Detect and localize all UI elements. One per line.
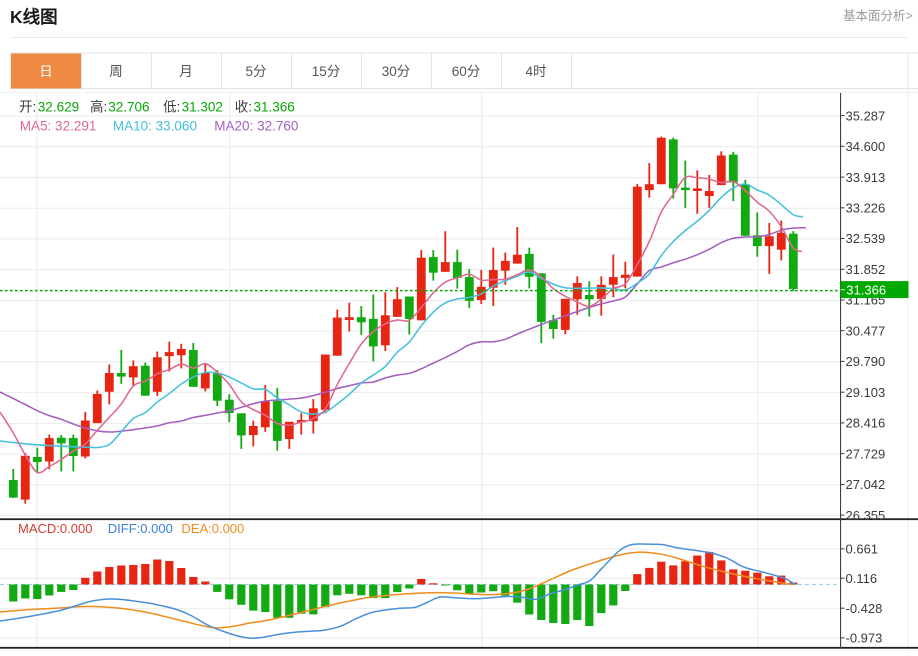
svg-text:31.302: 31.302 [182, 100, 223, 115]
svg-text:基本面分析>: 基本面分析> [843, 9, 913, 23]
svg-text:DEA:0.000: DEA:0.000 [181, 521, 244, 536]
svg-text:日: 日 [39, 64, 53, 79]
svg-text:31.366: 31.366 [254, 100, 295, 115]
svg-text:MA5: 32.291: MA5: 32.291 [20, 119, 97, 134]
svg-text:4时: 4时 [525, 64, 546, 79]
svg-text:收:: 收: [235, 100, 252, 115]
svg-text:5分: 5分 [245, 64, 266, 79]
svg-text:MA10: 33.060: MA10: 33.060 [113, 119, 197, 134]
svg-text:0.116: 0.116 [846, 571, 878, 586]
svg-text:K线图: K线图 [10, 7, 58, 27]
svg-text:15分: 15分 [312, 64, 341, 79]
svg-text:34.600: 34.600 [846, 139, 886, 154]
svg-text:30分: 30分 [382, 64, 411, 79]
svg-text:60分: 60分 [452, 64, 481, 79]
svg-text:MACD:0.000: MACD:0.000 [18, 521, 92, 536]
svg-text:35.287: 35.287 [846, 108, 886, 123]
svg-text:27.042: 27.042 [846, 477, 886, 492]
svg-text:开:: 开: [19, 100, 36, 115]
svg-text:周: 周 [109, 64, 123, 79]
svg-text:MA20: 32.760: MA20: 32.760 [214, 119, 298, 134]
svg-text:33.226: 33.226 [846, 201, 886, 216]
svg-text:33.913: 33.913 [846, 170, 886, 185]
svg-text:-0.428: -0.428 [846, 601, 883, 616]
svg-text:27.729: 27.729 [846, 446, 886, 461]
svg-text:32.539: 32.539 [846, 231, 886, 246]
svg-text:31.366: 31.366 [846, 283, 886, 298]
svg-text:DIFF:0.000: DIFF:0.000 [108, 521, 173, 536]
svg-text:29.103: 29.103 [846, 385, 886, 400]
svg-text:32.706: 32.706 [108, 100, 149, 115]
svg-text:高:: 高: [90, 99, 107, 115]
svg-text:0.661: 0.661 [846, 542, 879, 557]
svg-text:月: 月 [179, 64, 193, 79]
svg-text:29.790: 29.790 [846, 354, 886, 369]
svg-text:28.416: 28.416 [846, 416, 886, 431]
svg-text:26.355: 26.355 [846, 508, 886, 523]
svg-text:-0.973: -0.973 [846, 631, 883, 646]
svg-text:32.629: 32.629 [38, 100, 79, 115]
svg-text:30.477: 30.477 [846, 323, 886, 338]
svg-text:低:: 低: [163, 100, 180, 115]
svg-text:31.852: 31.852 [846, 262, 886, 277]
